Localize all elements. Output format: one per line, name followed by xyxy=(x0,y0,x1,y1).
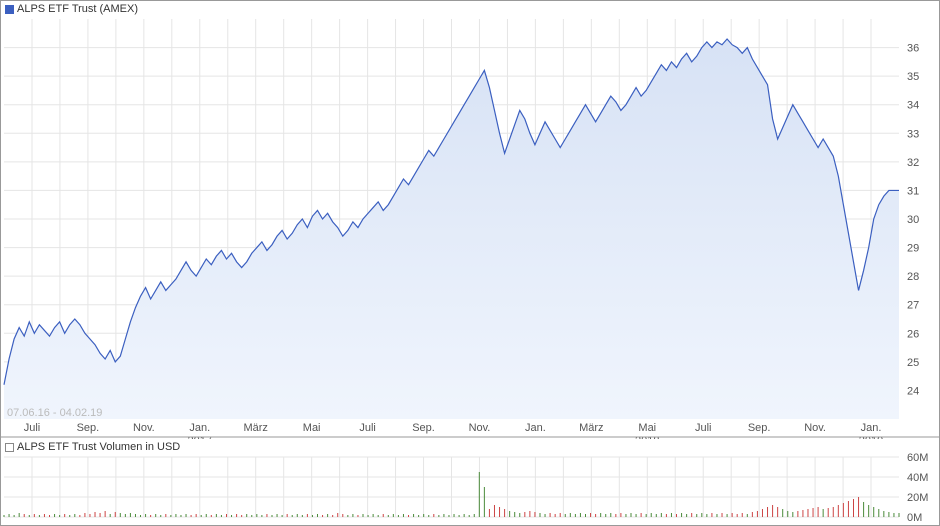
svg-text:30: 30 xyxy=(907,214,919,226)
svg-text:33: 33 xyxy=(907,128,919,140)
date-range-label: 07.06.16 - 04.02.19 xyxy=(7,407,102,419)
price-chart: ALPS ETF Trust (AMEX) 07.06.16 - 04.02.1… xyxy=(1,1,940,439)
svg-text:Jan.: Jan. xyxy=(189,422,210,434)
chart-container: ALPS ETF Trust (AMEX) 07.06.16 - 04.02.1… xyxy=(0,0,940,526)
svg-text:Mai: Mai xyxy=(638,422,656,434)
svg-text:20M: 20M xyxy=(907,492,928,504)
svg-text:Nov.: Nov. xyxy=(133,422,155,434)
svg-text:Nov.: Nov. xyxy=(804,422,826,434)
svg-text:Sep.: Sep. xyxy=(748,422,771,434)
price-svg: 24 25 26 27 28 29 30 31 32 33 34 35 36 Juli Sep. Nov. Ja… xyxy=(1,1,940,439)
svg-text:Nov.: Nov. xyxy=(469,422,491,434)
svg-text:60M: 60M xyxy=(907,452,928,464)
volume-legend-icon xyxy=(5,443,14,452)
svg-text:März: März xyxy=(579,422,603,434)
svg-text:Juli: Juli xyxy=(24,422,41,434)
svg-text:36: 36 xyxy=(907,43,919,55)
svg-text:0M: 0M xyxy=(907,512,922,524)
svg-text:35: 35 xyxy=(907,71,919,83)
svg-text:34: 34 xyxy=(907,100,919,112)
svg-text:40M: 40M xyxy=(907,472,928,484)
svg-text:26: 26 xyxy=(907,328,919,340)
svg-text:März: März xyxy=(243,422,267,434)
price-legend-icon xyxy=(5,5,14,14)
svg-text:25: 25 xyxy=(907,357,919,369)
price-legend: ALPS ETF Trust (AMEX) xyxy=(5,3,138,15)
svg-text:Juli: Juli xyxy=(695,422,712,434)
price-legend-label: ALPS ETF Trust (AMEX) xyxy=(17,3,138,15)
volume-chart: ALPS ETF Trust Volumen in USD 0M 20M 40M 60… xyxy=(1,439,940,526)
svg-text:32: 32 xyxy=(907,157,919,169)
svg-text:Jan.: Jan. xyxy=(525,422,546,434)
svg-text:Sep.: Sep. xyxy=(77,422,100,434)
svg-text:31: 31 xyxy=(907,185,919,197)
svg-text:24: 24 xyxy=(907,385,919,397)
svg-text:28: 28 xyxy=(907,271,919,283)
svg-text:Sep.: Sep. xyxy=(412,422,435,434)
svg-text:Jan.: Jan. xyxy=(861,422,882,434)
svg-text:Mai: Mai xyxy=(303,422,321,434)
svg-text:27: 27 xyxy=(907,300,919,312)
svg-text:Juli: Juli xyxy=(359,422,376,434)
volume-legend-label: ALPS ETF Trust Volumen in USD xyxy=(17,441,180,453)
volume-legend: ALPS ETF Trust Volumen in USD xyxy=(5,441,180,453)
svg-text:29: 29 xyxy=(907,243,919,255)
